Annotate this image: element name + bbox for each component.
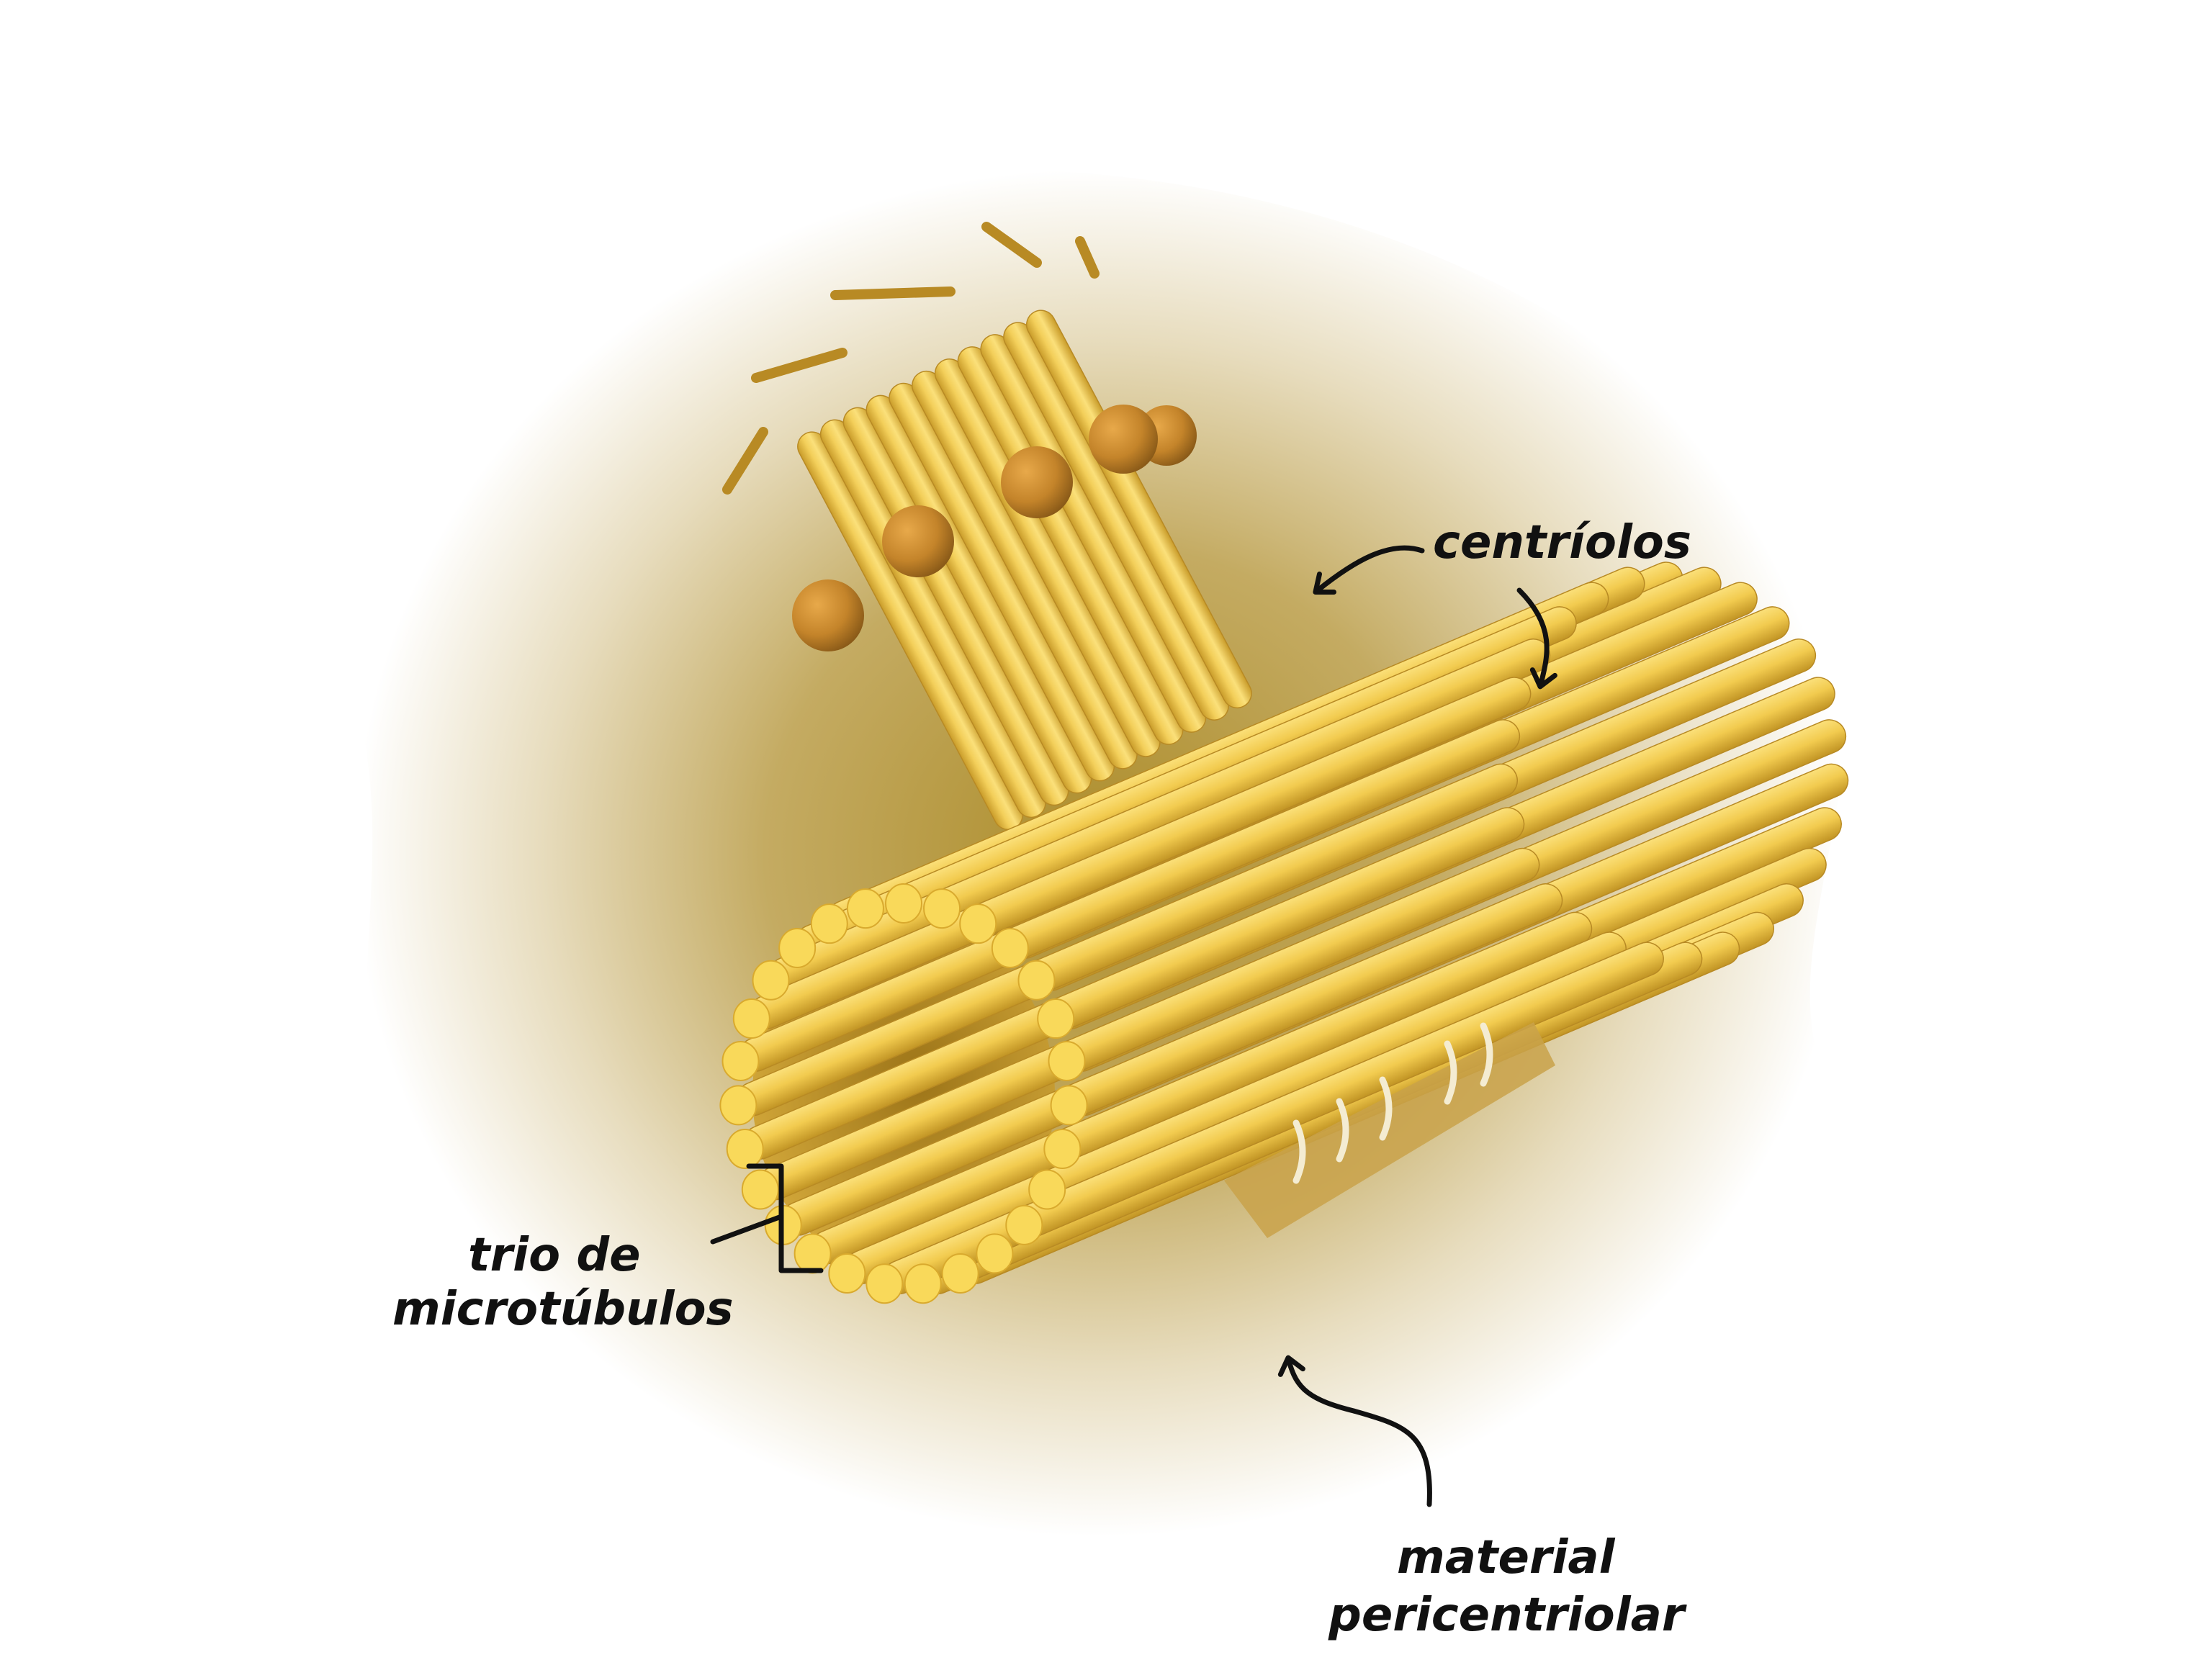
satellite-spheres bbox=[792, 405, 1197, 651]
microtubule-end bbox=[976, 1233, 1014, 1274]
microtubule-end bbox=[810, 903, 848, 944]
arrow-to-upper-centriole bbox=[1313, 545, 1425, 595]
triplet-label-line2: microtúbulos bbox=[392, 1283, 734, 1336]
microtubule-end bbox=[866, 1263, 904, 1304]
microtubule-end bbox=[828, 1253, 866, 1294]
microtubule-end bbox=[721, 1040, 760, 1081]
triplet-pointer-line bbox=[710, 1214, 784, 1245]
microtubule-end bbox=[1005, 1204, 1043, 1245]
microtubule-end bbox=[904, 1263, 942, 1304]
microtubule-end bbox=[726, 1129, 764, 1170]
microtubule-end bbox=[1017, 960, 1056, 1001]
microtubule-end bbox=[991, 927, 1029, 968]
label-centrioles: centríolos bbox=[1313, 516, 1691, 690]
microtubule-end bbox=[719, 1085, 757, 1126]
microtubule-end bbox=[1048, 1040, 1086, 1081]
microtubule-end bbox=[959, 903, 997, 944]
microtubule-end bbox=[793, 1233, 832, 1274]
label-triplet: trio de microtúbulos bbox=[392, 1163, 824, 1336]
microtubule-end bbox=[1043, 1129, 1082, 1170]
distal-appendages bbox=[722, 222, 1100, 495]
arrow-to-lower-centriole bbox=[1516, 587, 1557, 690]
pcm-label-line2: pericentriolar bbox=[1328, 1589, 1687, 1642]
centriole-upper bbox=[722, 222, 1252, 831]
microtubule-end bbox=[846, 888, 884, 929]
microtubule-end bbox=[885, 883, 922, 924]
label-pcm: material pericentriolar bbox=[1277, 1355, 1687, 1642]
centrioles-label: centríolos bbox=[1433, 516, 1691, 569]
microtubule-upper bbox=[1025, 310, 1252, 709]
microtubule-end bbox=[752, 960, 790, 1001]
centriole-lower bbox=[719, 561, 1849, 1304]
triplet-label-line1: trio de bbox=[468, 1229, 641, 1282]
microtubule-end bbox=[1050, 1085, 1088, 1126]
microtubule-end bbox=[778, 927, 817, 968]
microtubule-end bbox=[732, 998, 770, 1039]
microtubule-end bbox=[941, 1253, 979, 1294]
microtubule-end bbox=[1037, 998, 1075, 1039]
microtubule-end bbox=[741, 1169, 779, 1210]
microtubule-end bbox=[923, 888, 961, 929]
microtubule-end bbox=[1028, 1169, 1066, 1210]
cartwheel-fibres bbox=[1224, 1022, 1555, 1238]
arrow-to-pcm bbox=[1277, 1355, 1432, 1507]
pcm-label-line1: material bbox=[1397, 1531, 1616, 1584]
